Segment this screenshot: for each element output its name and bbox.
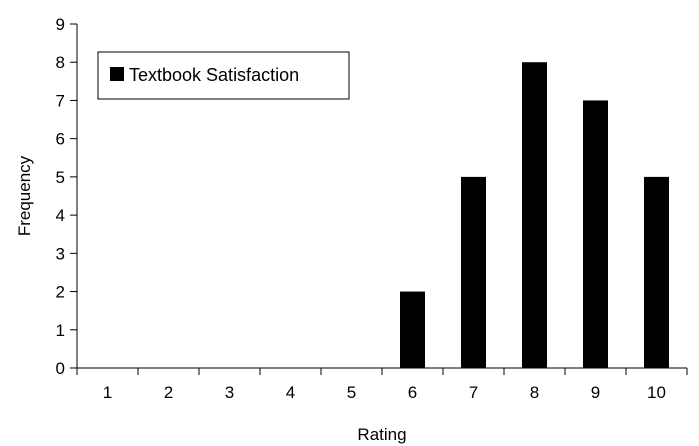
legend-label: Textbook Satisfaction xyxy=(129,65,299,85)
bar-9 xyxy=(582,100,609,368)
bar-6 xyxy=(399,291,426,368)
y-tick-label: 6 xyxy=(56,130,65,149)
y-tick-label: 7 xyxy=(56,91,65,110)
y-tick-label: 8 xyxy=(56,53,65,72)
x-tick-label: 9 xyxy=(591,383,600,402)
bar-8 xyxy=(521,62,548,368)
x-tick-label: 1 xyxy=(103,383,112,402)
x-axis-ticks: 1 2 3 4 5 6 7 8 9 10 xyxy=(76,368,688,402)
bar-7 xyxy=(460,176,487,368)
bar-series xyxy=(399,62,670,368)
x-tick-label: 8 xyxy=(530,383,539,402)
y-axis-title: Frequency xyxy=(15,155,34,236)
y-tick-label: 1 xyxy=(56,321,65,340)
legend: Textbook Satisfaction xyxy=(97,51,350,100)
x-tick-label: 10 xyxy=(647,383,666,402)
x-tick-label: 6 xyxy=(408,383,417,402)
x-axis-title: Rating xyxy=(357,425,406,444)
y-tick-label: 9 xyxy=(56,15,65,34)
y-tick-label: 3 xyxy=(56,244,65,263)
y-tick-label: 4 xyxy=(56,206,65,225)
y-axis-ticks: 0 1 2 3 4 5 6 7 8 9 xyxy=(56,15,77,378)
y-tick-label: 5 xyxy=(56,168,65,187)
x-tick-label: 3 xyxy=(225,383,234,402)
y-tick-label: 2 xyxy=(56,283,65,302)
legend-box xyxy=(97,51,350,100)
x-tick-label: 4 xyxy=(286,383,295,402)
x-tick-label: 5 xyxy=(347,383,356,402)
x-tick-label: 2 xyxy=(164,383,173,402)
bar-10 xyxy=(643,176,670,368)
legend-swatch xyxy=(110,67,124,81)
y-tick-label: 0 xyxy=(56,359,65,378)
x-tick-label: 7 xyxy=(469,383,478,402)
